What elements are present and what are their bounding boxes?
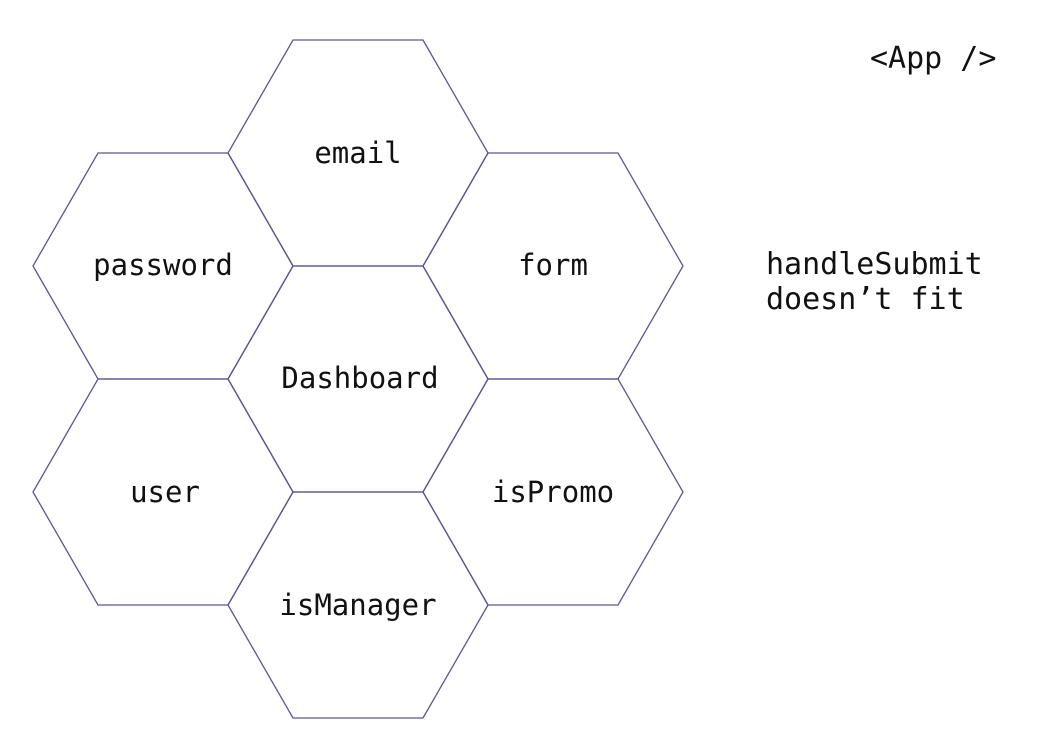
hex-label-ispromo: isPromo <box>492 475 614 509</box>
hex-form[interactable]: form <box>422 152 684 380</box>
hex-user[interactable]: user <box>32 378 294 606</box>
hex-label-ismanager: isManager <box>279 588 436 622</box>
hex-ismanager[interactable]: isManager <box>227 491 489 719</box>
hex-label-dashboard: Dashboard <box>281 361 438 395</box>
hex-label-user: user <box>130 475 200 509</box>
component-title: <App /> <box>870 41 997 76</box>
hex-ispromo[interactable]: isPromo <box>422 378 684 606</box>
hex-label-form: form <box>518 248 588 282</box>
note-line-2: doesn’t fit <box>766 281 965 317</box>
hex-password[interactable]: password <box>32 152 294 380</box>
hex-label-password: password <box>93 248 233 282</box>
hex-email[interactable]: email <box>227 39 489 267</box>
hex-label-email: email <box>314 136 401 170</box>
annotation-note: handleSubmit doesn’t fit <box>766 247 983 317</box>
hex-dashboard[interactable]: Dashboard <box>227 265 489 493</box>
hex-shape <box>227 491 489 719</box>
note-line-1: handleSubmit <box>766 247 983 282</box>
